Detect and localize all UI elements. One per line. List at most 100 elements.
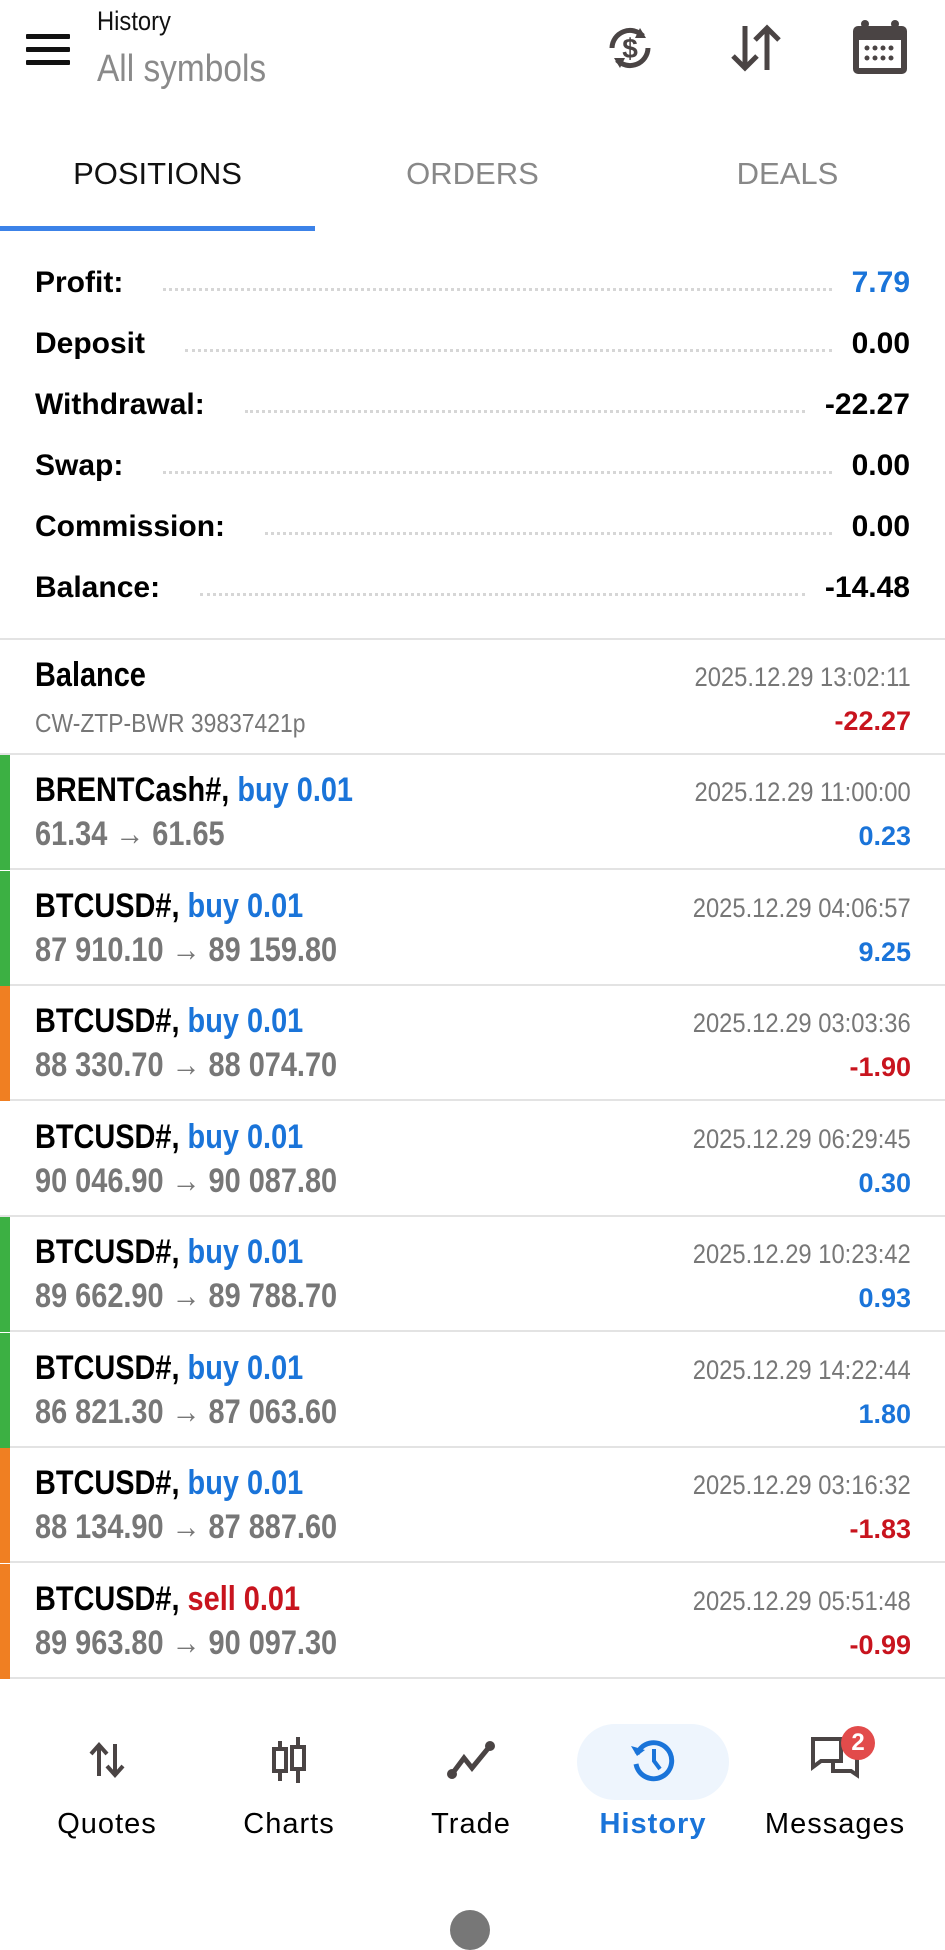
history-icon [631,1740,675,1782]
balance-comment: CW-ZTP-BWR 39837421p [35,708,306,738]
symbol-filter[interactable]: All symbols [97,48,267,90]
result-marker [0,870,10,986]
result-marker [0,1217,10,1332]
result-marker [0,1332,10,1448]
app-header: History All symbols $ [0,0,945,120]
charts-icon [272,1737,306,1783]
position-row[interactable]: BTCUSD#, buy 0.01 86 821.30 → 87 063.60 … [0,1332,945,1448]
trade-side: buy 0.01 [187,1464,304,1502]
summary-row: Profit: 7.79 [35,258,910,308]
dot-leader [163,287,832,291]
trade-side: buy 0.01 [237,771,354,809]
home-indicator[interactable] [450,1910,490,1950]
close-time: 2025.12.29 06:29:45 [692,1123,911,1154]
menu-icon[interactable] [26,34,70,66]
quotes-icon [89,1741,125,1779]
trade-side: buy 0.01 [187,1348,304,1387]
symbol: BTCUSD#, [35,1579,180,1618]
position-row[interactable]: BTCUSD#, buy 0.01 89 662.90 → 89 788.70 … [0,1217,945,1332]
nav-history[interactable]: History [563,1720,743,1841]
symbol: BTCUSD#, [35,1464,180,1502]
result-marker [0,986,10,1101]
summary-value: 7.79 [851,266,910,299]
calendar-icon[interactable] [850,18,910,78]
position-row[interactable]: BTCUSD#, buy 0.01 88 330.70 → 88 074.70 … [0,986,945,1101]
position-row[interactable]: BRENTCash#, buy 0.01 61.34 → 61.65 2025.… [0,755,945,870]
page-title: History [97,6,171,36]
position-row[interactable]: BTCUSD#, sell 0.01 89 963.80 → 90 097.30… [0,1563,945,1679]
balance-title: Balance [35,656,146,694]
summary-label: Swap: [35,449,124,482]
position-row[interactable]: BTCUSD#, buy 0.01 90 046.90 → 90 087.80 … [0,1102,945,1217]
summary-value: 0.00 [851,327,910,360]
profit: -0.99 [849,1629,911,1660]
profit: -1.83 [849,1514,911,1544]
dot-leader [163,470,832,474]
tab-orders[interactable]: ORDERS [406,156,539,191]
summary-label: Balance: [35,571,161,604]
symbol: BRENTCash#, [35,771,230,809]
open-close-prices: 88 330.70 → 88 074.70 [35,1046,338,1084]
result-marker [0,755,10,870]
position-row[interactable]: BTCUSD#, buy 0.01 88 134.90 → 87 887.60 … [0,1448,945,1563]
trade-side: buy 0.01 [187,1233,304,1271]
currency-exchange-icon[interactable]: $ [600,18,660,78]
nav-messages[interactable]: 2 Messages [745,1720,925,1841]
dot-leader [244,409,805,413]
summary-row: Commission: 0.00 [35,502,910,552]
summary-value: -14.48 [824,571,910,604]
nav-label: Messages [764,1808,906,1840]
nav-trade[interactable]: Trade [381,1720,561,1841]
symbol: BTCUSD#, [35,1117,180,1156]
open-close-prices: 89 662.90 → 89 788.70 [35,1277,338,1315]
tab-positions[interactable]: POSITIONS [73,156,242,191]
balance-time: 2025.12.29 13:02:11 [694,662,911,692]
profit: -1.90 [849,1052,911,1082]
symbol: BTCUSD#, [35,886,180,925]
dot-leader [185,348,832,352]
dot-leader [200,592,805,596]
tab-deals[interactable]: DEALS [736,156,839,191]
open-close-prices: 88 134.90 → 87 887.60 [35,1508,338,1546]
summary-row: Deposit 0.00 [35,319,910,369]
history-tabs: POSITIONS ORDERS DEALS [0,130,945,231]
summary-value: -22.27 [824,388,910,421]
nav-quotes[interactable]: Quotes [17,1720,197,1841]
symbol: BTCUSD#, [35,1348,180,1387]
profit: 1.80 [858,1398,911,1429]
result-marker [0,1448,10,1563]
profit: 0.93 [858,1283,911,1313]
trade-side: sell 0.01 [187,1579,301,1618]
close-time: 2025.12.29 03:03:36 [692,1008,911,1038]
profit: 9.25 [858,936,911,967]
balance-amount: -22.27 [834,706,911,736]
nav-charts[interactable]: Charts [199,1720,379,1841]
summary-value: 0.00 [851,510,910,543]
nav-label: Quotes [57,1808,157,1840]
active-tab-indicator [0,226,315,231]
trade-icon [447,1741,495,1779]
divider [0,638,945,640]
summary-row: Withdrawal: -22.27 [35,380,910,430]
trade-side: buy 0.01 [187,1002,304,1040]
balance-entry[interactable]: Balance CW-ZTP-BWR 39837421p 2025.12.29 … [0,640,945,755]
summary-row: Balance: -14.48 [35,563,910,613]
sort-icon[interactable] [727,18,787,78]
profit: 0.23 [858,821,911,851]
close-time: 2025.12.29 11:00:00 [694,777,911,807]
unread-badge: 2 [841,1726,875,1760]
symbol: BTCUSD#, [35,1002,180,1040]
summary-label: Profit: [35,266,124,299]
close-time: 2025.12.29 10:23:42 [692,1239,911,1269]
open-close-prices: 90 046.90 → 90 087.80 [35,1161,338,1200]
symbol: BTCUSD#, [35,1233,180,1271]
summary-label: Withdrawal: [35,388,205,421]
position-row[interactable]: BTCUSD#, buy 0.01 87 910.10 → 89 159.80 … [0,870,945,986]
close-time: 2025.12.29 05:51:48 [692,1585,911,1616]
result-marker [0,1563,10,1679]
nav-label: Charts [243,1808,335,1840]
dot-leader [265,531,832,535]
close-time: 2025.12.29 04:06:57 [692,892,911,923]
bottom-nav: Quotes Charts Trade History 2 Messages [0,1700,945,1850]
open-close-prices: 87 910.10 → 89 159.80 [35,930,338,969]
